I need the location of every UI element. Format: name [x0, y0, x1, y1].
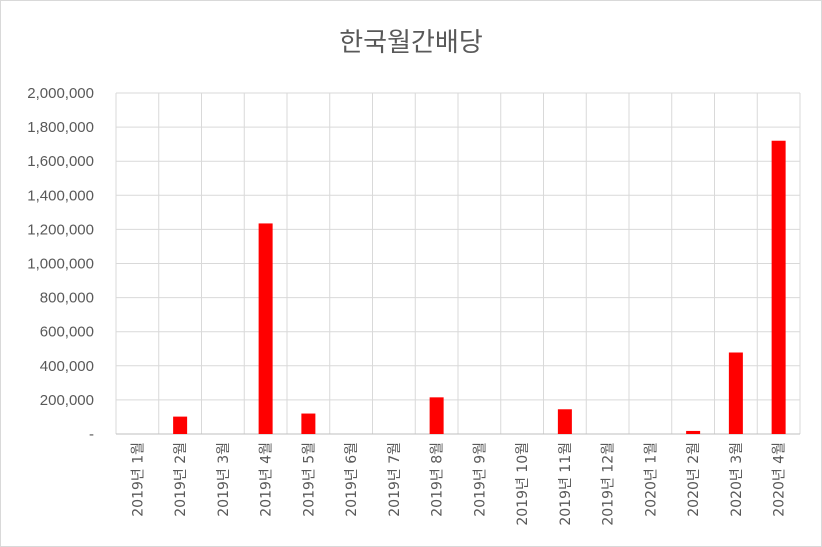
y-tick-label: 200,000 — [40, 392, 94, 409]
y-tick-label: 800,000 — [40, 290, 94, 307]
x-tick-label: 2019년 6월 — [344, 442, 360, 517]
chart-title: 한국월간배당 — [339, 28, 483, 58]
y-tick-label: 2,000,000 — [27, 85, 94, 102]
x-tick-label: 2020년 2월 — [686, 442, 702, 517]
x-tick-label: 2019년 8월 — [430, 442, 446, 517]
bar-8 — [429, 397, 444, 434]
y-tick-label: 1,400,000 — [27, 187, 94, 204]
bar-14 — [686, 430, 701, 434]
x-tick-label: 2020년 3월 — [729, 442, 745, 517]
x-tick-label: 2019년 4월 — [259, 442, 275, 517]
x-tick-label: 2020년 1월 — [643, 442, 659, 517]
bar-5 — [301, 413, 316, 434]
y-tick-label: 400,000 — [40, 358, 94, 375]
y-tick-label: 1,200,000 — [27, 221, 94, 238]
bar-15 — [728, 352, 743, 434]
x-tick-label: 2019년 11월 — [558, 442, 574, 526]
y-tick-label: 1,800,000 — [27, 119, 94, 136]
bar-11 — [557, 409, 572, 434]
x-tick-label: 2019년 1월 — [130, 442, 146, 517]
y-tick-label: 600,000 — [40, 324, 94, 341]
bar-16 — [771, 140, 786, 435]
x-tick-label: 2019년 3월 — [216, 442, 232, 517]
y-tick-label: - — [89, 426, 94, 443]
x-tick-label: 2019년 12월 — [601, 442, 617, 526]
x-tick-label: 2020년 4월 — [772, 442, 788, 517]
x-tick-label: 2019년 5월 — [301, 442, 317, 517]
y-tick-label: 1,600,000 — [27, 153, 94, 170]
bar-2 — [173, 416, 188, 434]
x-tick-label: 2019년 7월 — [387, 442, 403, 517]
x-tick-label: 2019년 2월 — [173, 442, 189, 517]
bar-4 — [258, 223, 273, 434]
x-tick-label: 2019년 9월 — [472, 442, 488, 517]
x-tick-label: 2019년 10월 — [515, 442, 531, 526]
y-tick-label: 1,000,000 — [27, 256, 94, 273]
